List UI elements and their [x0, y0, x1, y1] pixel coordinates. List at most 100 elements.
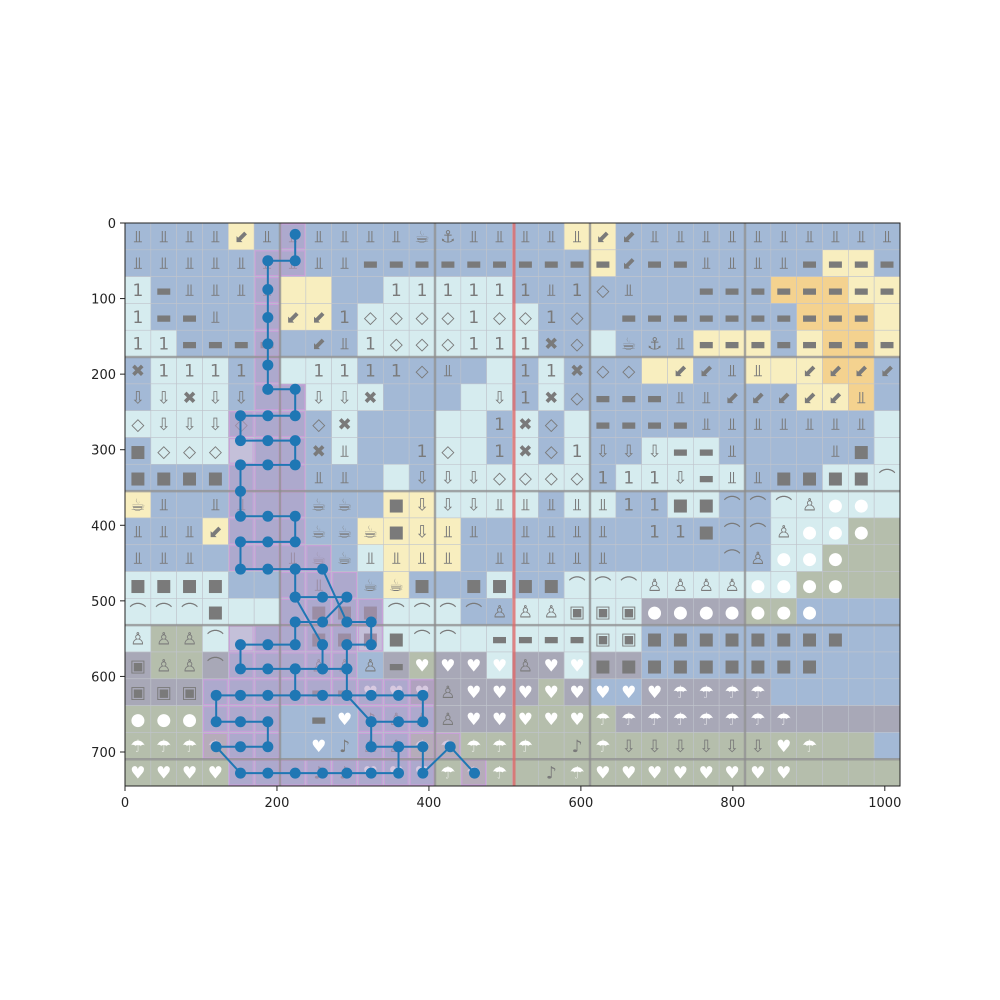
tile-icon: ⫫ [882, 227, 892, 247]
tile-icon: ● [828, 576, 843, 596]
tile-icon: ▬ [698, 335, 714, 355]
tile-icon: ♥ [156, 764, 171, 784]
tile [718, 732, 746, 760]
tile [693, 410, 720, 438]
tile-icon: ☕ [363, 576, 378, 596]
tile [486, 544, 513, 572]
tile [718, 303, 746, 331]
tile-icon: ♙ [724, 576, 739, 596]
tile-icon: ⬋ [596, 227, 610, 247]
tile [770, 624, 797, 653]
tile-icon: ● [673, 603, 688, 623]
tile-icon: ⫫ [443, 522, 453, 542]
tile-icon: ⇩ [415, 496, 429, 516]
tile-icon: ⫫ [366, 227, 376, 247]
point [317, 689, 329, 701]
tile [693, 758, 720, 787]
tile [228, 276, 255, 304]
tile-icon: 1 [365, 335, 376, 355]
tile-icon: ▣ [595, 603, 611, 623]
tile [486, 383, 513, 411]
tile [331, 222, 358, 251]
tile-icon: ■ [388, 522, 404, 542]
tile-icon: ▬ [724, 308, 740, 328]
tile [615, 356, 642, 385]
tile [253, 598, 281, 626]
tile-icon: ▬ [517, 630, 533, 650]
tile-icon: ⇩ [467, 496, 481, 516]
tile [305, 410, 332, 438]
tile-icon: ⫫ [391, 549, 401, 569]
tile [693, 463, 720, 492]
tile-icon: ⇩ [415, 522, 429, 542]
tile [124, 463, 152, 492]
tile-icon: 1 [210, 361, 221, 381]
tile [331, 383, 358, 411]
tile-icon: ♥ [311, 737, 326, 757]
tile [796, 437, 823, 465]
tile-icon: ⬋ [777, 388, 791, 408]
tile-icon: ⫫ [727, 469, 737, 489]
tile-icon: ✖ [131, 361, 145, 381]
tile [563, 303, 591, 331]
tile-icon: ■ [492, 576, 508, 596]
tile-icon: ◇ [441, 335, 455, 355]
tile [305, 732, 332, 760]
tile [770, 437, 797, 465]
tile-icon: ♥ [750, 764, 765, 784]
tile-icon: ● [750, 603, 765, 623]
tile [305, 249, 332, 277]
tile-icon: ☕ [389, 576, 404, 596]
tile-icon: ♙ [492, 603, 507, 623]
tile [408, 651, 436, 680]
tile-icon: ♥ [647, 683, 662, 703]
tile [357, 463, 384, 492]
tile-icon: ☕ [337, 496, 352, 516]
tile-icon: ◇ [441, 308, 455, 328]
tile-icon: ■ [698, 496, 714, 516]
tile-icon: ▬ [698, 469, 714, 489]
point [262, 639, 274, 651]
tile-icon: 1 [520, 281, 531, 301]
tile-icon: ⇩ [467, 469, 481, 489]
tile-icon: ◇ [571, 335, 585, 355]
tile-icon: ● [854, 522, 869, 542]
point [444, 741, 456, 753]
y-tick-label: 300 [91, 444, 116, 459]
tile-icon: ▬ [595, 388, 611, 408]
grid-lines [125, 223, 900, 786]
tile [434, 758, 462, 787]
tile-icon: ♪ [572, 737, 583, 757]
point [417, 767, 429, 779]
tile [615, 517, 642, 546]
tile-icon: ♥ [208, 764, 223, 784]
tile [383, 598, 410, 626]
tile [331, 544, 358, 572]
tile-icon: 1 [391, 361, 402, 381]
tile-icon: ⬋ [751, 388, 765, 408]
tile-icon: ☂ [724, 710, 739, 730]
tile-icon: ♥ [492, 683, 507, 703]
tile [434, 222, 462, 251]
tile-icon: ⌒ [724, 549, 741, 569]
tile-icon: ✖ [363, 388, 377, 408]
tile [641, 356, 668, 385]
tile [848, 705, 875, 733]
tile-icon: ◇ [364, 308, 378, 328]
point [289, 510, 301, 522]
tile-icon: ♥ [569, 710, 584, 730]
point [317, 767, 329, 779]
tile-icon: ⫫ [546, 227, 556, 247]
tile [718, 705, 746, 733]
tile-icon: ♥ [776, 737, 791, 757]
tile-icon: ⫫ [211, 281, 221, 301]
tile [512, 249, 539, 277]
tile-icon: ▬ [569, 630, 585, 650]
tile-icon: ♥ [621, 764, 636, 784]
point [365, 639, 377, 651]
tile [538, 678, 565, 706]
tile [563, 356, 591, 385]
tile-icon: ▬ [750, 308, 766, 328]
tile [202, 303, 229, 331]
tile [873, 678, 901, 706]
